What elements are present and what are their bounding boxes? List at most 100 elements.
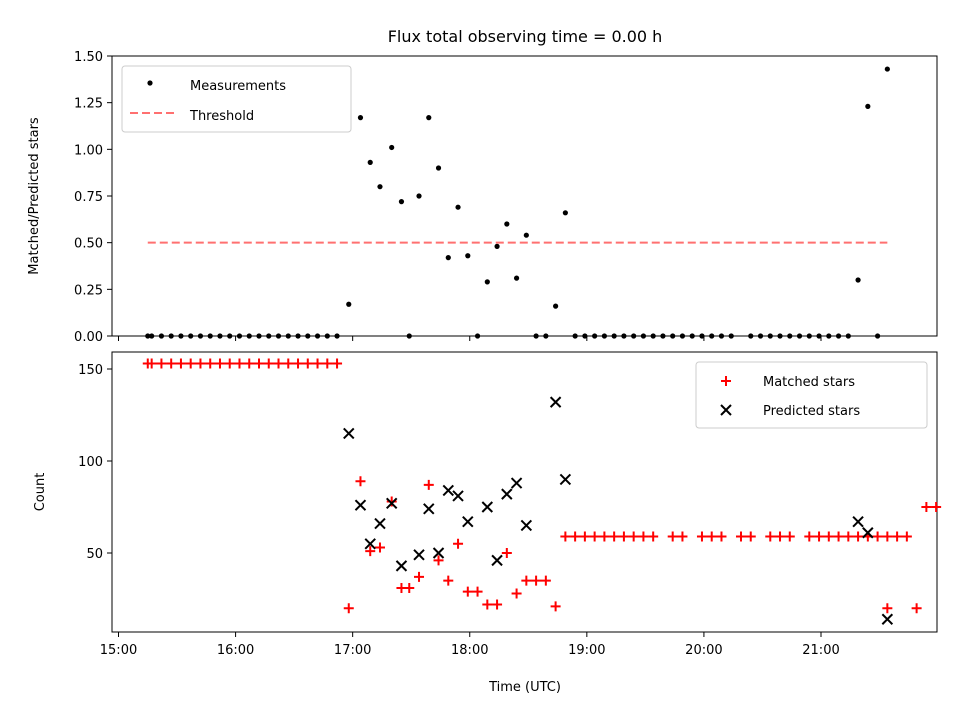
matched-star-point	[293, 358, 304, 369]
x-tick-label: 17:00	[334, 643, 371, 658]
matched-star-point	[882, 603, 893, 614]
matched-star-point	[374, 542, 385, 553]
measurement-point	[266, 333, 272, 339]
matched-star-point	[263, 358, 274, 369]
predicted-star-point	[549, 396, 562, 408]
matched-star-point	[175, 358, 186, 369]
matched-star-point	[804, 531, 815, 542]
matched-star-point	[355, 476, 366, 487]
measurement-point	[572, 333, 578, 339]
bottom-x-axis-label: Time (UTC)	[488, 680, 561, 695]
top-y-axis-label: Matched/Predicted stars	[27, 117, 42, 275]
x-tick-label: 19:00	[568, 643, 605, 658]
legend-predicted-marker	[720, 404, 732, 416]
measurement-point	[145, 333, 151, 339]
measurement-point	[389, 144, 395, 151]
matched-star-point	[814, 531, 825, 542]
measurement-point	[435, 165, 442, 171]
matched-star-point	[511, 588, 522, 599]
matched-star-point	[775, 531, 786, 542]
measurement-point	[611, 333, 617, 339]
bottom-y-axis-label: Count	[33, 473, 48, 512]
measurement-point	[197, 333, 204, 339]
measurement-point	[601, 333, 607, 339]
matched-star-point	[234, 358, 245, 369]
predicted-star-point	[423, 503, 435, 515]
measurement-point	[275, 333, 282, 339]
matched-star-point	[386, 496, 397, 507]
measurement-point	[398, 199, 405, 205]
matched-star-point	[618, 531, 629, 542]
matched-star-point	[579, 531, 590, 542]
matched-star-point	[433, 555, 444, 566]
predicted-star-point	[481, 501, 494, 513]
measurement-point	[816, 333, 822, 339]
matched-star-point	[716, 531, 727, 542]
measurement-point	[709, 333, 715, 339]
matched-star-point	[570, 531, 581, 542]
measurement-point	[256, 333, 262, 339]
matched-star-point	[589, 531, 600, 542]
legend-label: Predicted stars	[763, 404, 860, 419]
y-tick-label: 50	[86, 547, 103, 562]
y-tick-label: 1.50	[74, 50, 103, 65]
legend-label: Threshold	[189, 109, 254, 124]
measurement-point	[826, 333, 832, 339]
measurement-point	[445, 255, 451, 261]
predicted-star-point	[559, 473, 572, 486]
measurement-point	[757, 333, 764, 339]
measurement-point	[650, 333, 656, 339]
matched-star-point	[472, 586, 483, 597]
matched-star-point	[214, 358, 225, 369]
matched-star-point	[892, 531, 903, 542]
matched-star-point	[273, 358, 284, 369]
matched-star-point	[254, 358, 264, 369]
measurement-point	[660, 333, 666, 339]
matched-star-point	[745, 531, 756, 542]
matched-star-point	[784, 531, 795, 542]
matched-star-point	[322, 358, 333, 369]
matched-star-point	[501, 548, 512, 558]
predicted-star-point	[852, 516, 864, 528]
x-tick-label: 15:00	[100, 643, 137, 658]
matched-star-point	[414, 571, 425, 582]
measurement-point	[188, 333, 194, 339]
measurement-point	[631, 333, 637, 339]
measurement-point	[855, 277, 861, 283]
predicted-star-point	[354, 499, 367, 511]
bottom-plot-panel: 15:00 16:00 17:00 18:00 19:00 20:00 21:00 50 100…	[78, 351, 942, 658]
measurement-point	[406, 333, 412, 339]
measurement-point	[553, 303, 559, 309]
measurement-point	[455, 204, 461, 210]
x-tick-label: 20:00	[685, 643, 722, 658]
matched-star-point	[560, 531, 571, 542]
x-tick-label: 18:00	[451, 643, 488, 658]
matched-star-point	[706, 531, 717, 542]
x-tick-label: 16:00	[217, 643, 254, 658]
measurement-point	[748, 333, 754, 339]
measurement-point	[728, 333, 734, 339]
predicted-star-point	[881, 613, 894, 625]
matched-star-point	[146, 358, 157, 369]
measurement-point	[207, 333, 213, 339]
measurement-point	[285, 333, 291, 339]
predicted-star-point	[442, 484, 454, 497]
measurement-point	[494, 243, 500, 249]
legend-matched-marker	[721, 376, 731, 386]
matched-star-point	[901, 531, 912, 542]
matched-star-point	[531, 575, 542, 586]
top-plot-panel: 0.00 0.25 0.50 0.75 1.00 1.25 1.50 Measurements…	[74, 50, 938, 345]
measurement-point	[787, 333, 793, 339]
predicted-star-point	[462, 516, 474, 528]
predicted-star-point	[452, 490, 464, 502]
matched-star-point	[205, 358, 216, 369]
measurement-point	[689, 333, 695, 339]
measurement-point	[178, 333, 184, 339]
measurement-point	[357, 115, 364, 121]
matched-star-point	[443, 575, 454, 586]
matched-star-point	[931, 502, 942, 512]
y-tick-label: 150	[78, 363, 103, 378]
legend-label: Measurements	[190, 79, 286, 94]
y-tick-label: 100	[78, 455, 103, 470]
matched-star-point	[677, 531, 688, 542]
